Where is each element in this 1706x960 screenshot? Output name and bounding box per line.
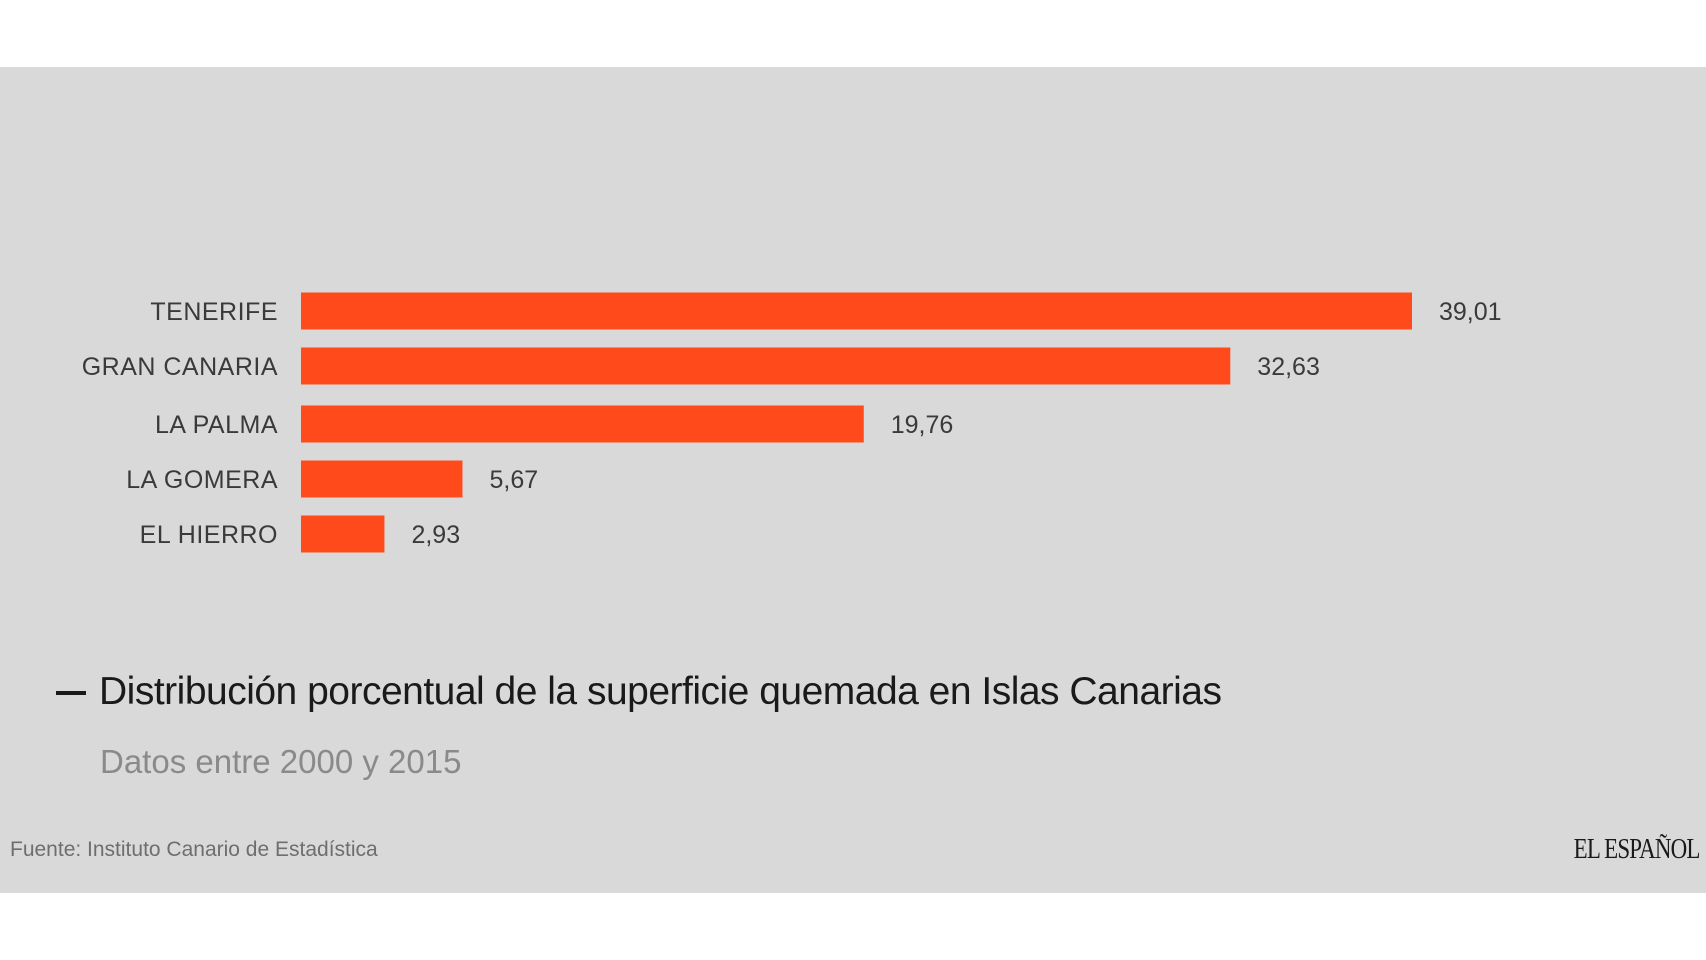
bar[interactable] <box>301 292 1412 330</box>
value-label: 19,76 <box>891 411 954 439</box>
value-label: 5,67 <box>489 466 538 494</box>
bar[interactable] <box>301 347 1231 385</box>
chart-subtitle: Datos entre 2000 y 2015 <box>100 743 462 780</box>
value-label: 2,93 <box>411 521 460 549</box>
chart-panel: TENERIFE 39,01 GRAN CANARIA 32,63 LA PALMA 19… <box>0 67 1706 893</box>
brand-logo: EL ESPAÑOL <box>1574 834 1701 865</box>
bar[interactable] <box>301 405 864 443</box>
chart-title: Distribución porcentual de la superficie… <box>99 670 1222 713</box>
category-label: EL HIERRO <box>140 521 278 549</box>
category-label: LA GOMERA <box>126 466 278 494</box>
source-note: Fuente: Instituto Canario de Estadística <box>10 838 378 861</box>
category-label: TENERIFE <box>150 298 278 326</box>
category-label: LA PALMA <box>155 411 278 439</box>
category-label: GRAN CANARIA <box>82 353 278 381</box>
value-label: 32,63 <box>1257 353 1320 381</box>
bar-chart: TENERIFE 39,01 GRAN CANARIA 32,63 LA PALMA 19… <box>82 292 1502 553</box>
value-label: 39,01 <box>1439 298 1502 326</box>
chart-title-row: Distribución porcentual de la superficie… <box>56 670 1222 714</box>
bar[interactable] <box>301 460 463 498</box>
bar[interactable] <box>301 515 385 553</box>
title-dash-icon <box>56 691 86 695</box>
